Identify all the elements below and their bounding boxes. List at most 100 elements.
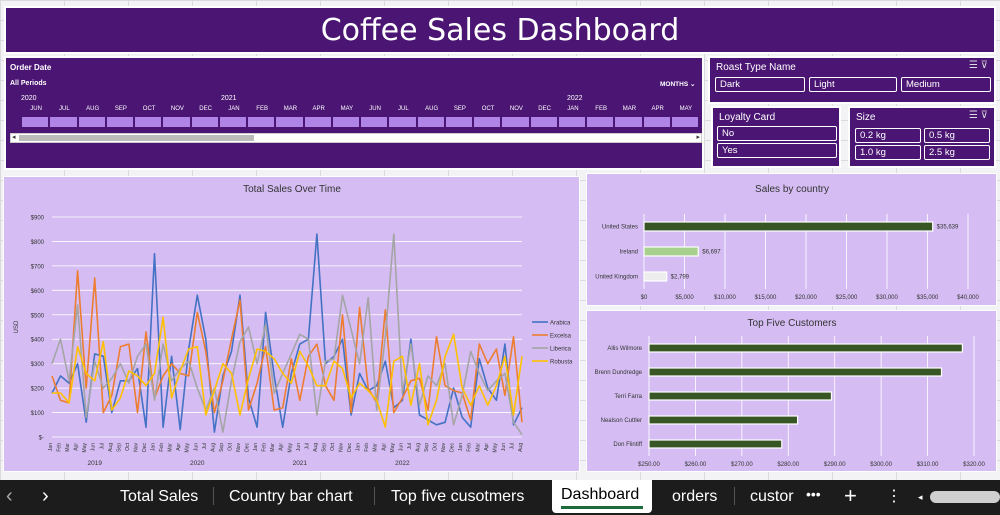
timeline-month-cell[interactable] (445, 117, 474, 127)
timeline-month-cell[interactable] (50, 117, 79, 127)
x-tick-label: Sep (321, 443, 327, 452)
x-tick-label: Jan (48, 443, 54, 451)
roast-item-dark[interactable]: Dark (715, 77, 805, 92)
series-line-arabica (51, 233, 523, 433)
legend-label: Robusta (550, 360, 573, 366)
timeline-month-cell[interactable] (615, 117, 644, 127)
timeline-month-cell[interactable] (389, 117, 418, 127)
timeline-month-cell[interactable] (191, 117, 220, 127)
timeline-unit-dropdown[interactable]: MONTHS ⌄ (660, 80, 695, 88)
size-slicer[interactable]: Size ☰ ⊽ 0.2 kg 0.5 kg 1.0 kg 2.5 kg (848, 106, 996, 168)
data-label: $6,697 (702, 250, 721, 256)
timeline-month-cell[interactable] (163, 117, 192, 127)
size-item-2-5kg[interactable]: 2.5 kg (924, 145, 990, 160)
timeline-scroll-thumb[interactable] (256, 134, 696, 142)
timeline-month-cell[interactable] (332, 117, 361, 127)
x-tick-label: $250.00 (638, 462, 660, 468)
x-tick-label: $35,000 (917, 295, 939, 301)
timeline-month-cell[interactable] (248, 117, 277, 127)
x-tick-label: Apr (484, 443, 490, 451)
multi-select-icon[interactable]: ☰ (968, 60, 978, 71)
x-tick-label: Jun (398, 443, 404, 451)
x-year-label: 2019 (87, 460, 102, 467)
timeline-month-cell[interactable] (417, 117, 446, 127)
multi-select-icon[interactable]: ☰ (968, 110, 978, 121)
timeline-month-cell[interactable] (304, 117, 333, 127)
timeline-month-cell[interactable] (219, 117, 248, 127)
scroll-left-icon[interactable]: ◂ (12, 134, 16, 141)
x-year-label: 2021 (293, 460, 308, 467)
scroll-left-icon[interactable]: ◂ (918, 492, 923, 502)
tab-divider (374, 487, 375, 505)
x-tick-label: $40,000 (957, 295, 979, 301)
tab-customers[interactable]: custor (750, 488, 794, 505)
dashboard-title-bar: Coffee Sales Dashboard (4, 6, 996, 54)
scroll-right-icon[interactable]: ▸ (696, 134, 700, 141)
timeline-month-cell[interactable] (643, 117, 672, 127)
more-icon[interactable]: ••• (806, 486, 821, 502)
x-tick-label: Jul (509, 443, 515, 449)
tab-country-bar-chart[interactable]: Country bar chart (229, 488, 353, 505)
timeline-month-cell[interactable] (558, 117, 587, 127)
timeline-month-cell[interactable] (502, 117, 531, 127)
x-tick-label: Aug (108, 443, 114, 452)
sales-by-country-chart[interactable]: Sales by country $0 $5,000 $10,000 $15,000 $2… (586, 173, 997, 306)
top-customers-chart[interactable]: Top Five Customers $250.00 $260.00 $270.00 $… (586, 310, 997, 472)
timeline-bar[interactable] (22, 117, 700, 127)
size-item-0-2kg[interactable]: 0.2 kg (855, 128, 921, 143)
timeline-month-cell[interactable] (78, 117, 107, 127)
chevron-down-icon: ⌄ (689, 81, 696, 88)
total-sales-chart[interactable]: Total Sales Over Time $- $100 $200 $300 $400 $… (3, 176, 580, 472)
legend-label: Liberica (550, 347, 572, 353)
tab-total-sales[interactable]: Total Sales (120, 488, 199, 505)
x-tick-label: $300.00 (870, 462, 892, 468)
timeline-month-cell[interactable] (106, 117, 135, 127)
timeline-month-cell[interactable] (530, 117, 559, 127)
y-tick-label: $800 (31, 240, 45, 246)
timeline-month-cell[interactable] (22, 117, 51, 127)
x-tick-label: $320.00 (963, 462, 985, 468)
loyalty-item-yes[interactable]: Yes (717, 143, 837, 158)
size-item-1-0kg[interactable]: 1.0 kg (855, 145, 921, 160)
size-item-0-5kg[interactable]: 0.5 kg (924, 128, 990, 143)
tab-orders[interactable]: orders (672, 488, 718, 505)
timeline-month-cell[interactable] (474, 117, 503, 127)
timeline-month-label: DEC (538, 106, 551, 112)
roast-type-slicer[interactable]: Roast Type Name ☰ ⊽ Dark Light Medium (708, 56, 996, 104)
tab-dashboard[interactable]: Dashboard (552, 480, 652, 513)
add-sheet-icon[interactable]: + (844, 483, 857, 508)
timeline-year-2022: 2022 (567, 95, 583, 102)
timeline-month-label: MAR (622, 106, 637, 112)
timeline-month-cell[interactable] (587, 117, 616, 127)
timeline-month-labels: JUN JUL AUG SEP OCT NOV DEC JAN FEB MAR APR MAY JUN J… (22, 106, 700, 112)
x-tick-label: Dec (450, 443, 456, 452)
timeline-month-cell[interactable] (276, 117, 305, 127)
loyalty-card-slicer[interactable]: Loyalty Card No Yes (711, 106, 841, 168)
timeline-field-label: Order Date (10, 63, 52, 72)
horizontal-scrollbar[interactable] (930, 491, 1000, 503)
timeline-unit-label: MONTHS (660, 81, 689, 88)
timeline-scrollbar[interactable]: ◂ ▸ (10, 133, 702, 143)
x-year-label: 2022 (395, 460, 410, 467)
roast-item-light[interactable]: Light (809, 77, 897, 92)
x-tick-label: May (82, 443, 88, 453)
vertical-menu-icon[interactable]: ⋮ (886, 488, 902, 505)
loyalty-item-no[interactable]: No (717, 126, 837, 141)
bar (648, 343, 963, 353)
tab-top-five-customers[interactable]: Top five cusotmers (391, 488, 525, 505)
scroll-left-icon[interactable]: ‹ (6, 485, 13, 507)
slicer-icon-group: ☰ ⊽ (969, 60, 988, 71)
scroll-right-icon[interactable]: › (42, 485, 49, 507)
order-date-timeline[interactable]: Order Date All Periods MONTHS ⌄ 2020 202… (4, 56, 704, 170)
timeline-month-label: AUG (425, 106, 439, 112)
roast-item-medium[interactable]: Medium (901, 77, 991, 92)
x-tick-label: Jan (458, 443, 464, 451)
clear-filter-icon[interactable]: ⊽ (980, 60, 988, 71)
category-label: Don Flintiff (613, 442, 642, 448)
timeline-month-cell[interactable] (671, 117, 700, 127)
clear-filter-icon[interactable]: ⊽ (980, 110, 988, 121)
timeline-month-cell[interactable] (135, 117, 164, 127)
timeline-month-label: JUL (59, 106, 70, 112)
timeline-month-cell[interactable] (361, 117, 390, 127)
x-tick-label: Nov (339, 443, 345, 452)
